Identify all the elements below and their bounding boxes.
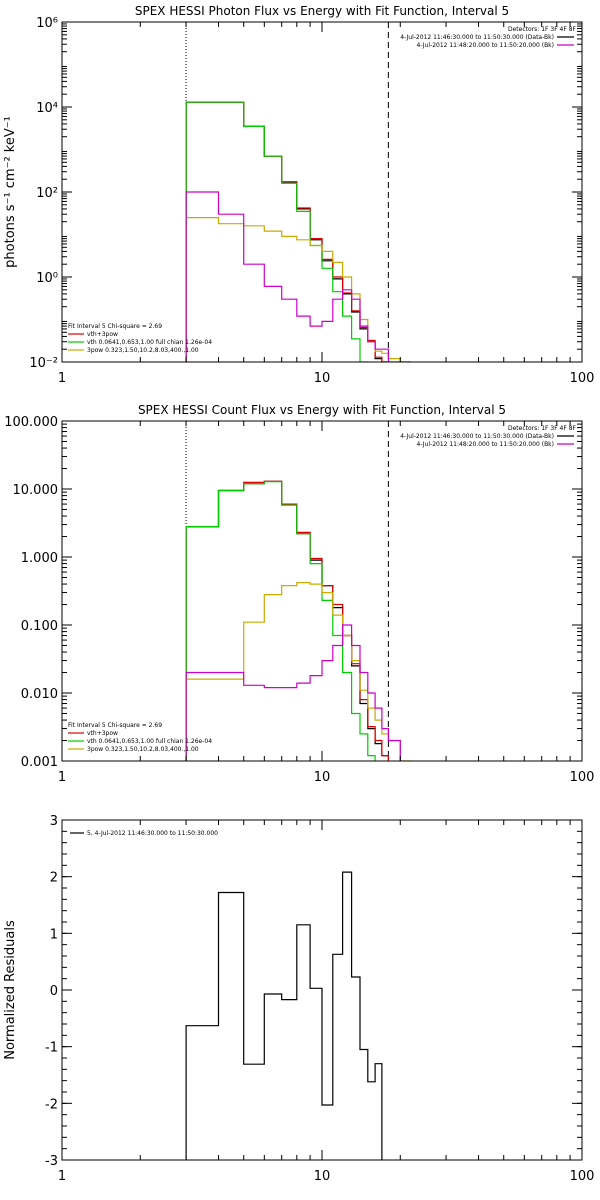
y-tick-label: 0.010 [21,687,58,702]
data-layer [185,871,383,1160]
legend-entry-label: 3pow 0.323,1.50,10.2,8.03,400.,1.00 [87,347,199,354]
y-tick-label: -1 [45,1041,58,1056]
y-tick-label: 0.100 [21,619,58,634]
y-tick-label: 10⁻² [29,356,58,371]
x-tick-label: 10 [314,770,331,785]
x-tick-label: 100 [570,371,595,386]
y-tick-label: 10² [36,186,58,201]
y-tick-label: 0.001 [21,755,58,770]
legend-entry-label: 5, 4-Jul-2012 11:46:30.000 to 11:50:30.0… [87,830,218,837]
legend-entry-label: vth 0.0641,0.653,1.00 full chian 1.26e-0… [87,339,212,346]
y-tick-label: 10⁴ [36,101,58,116]
x-tick-label: 10 [314,371,331,386]
legend-entry-label: 4-Jul-2012 11:46:30.000 to 11:50:30.000 … [400,34,554,41]
y-tick-label: 100.000 [4,415,58,430]
series-3-line [185,217,411,362]
legend-entry-label: 4-Jul-2012 11:46:30.000 to 11:50:30.000 … [400,433,554,440]
series-0-line [185,101,389,362]
y-tick-label: 3 [50,814,58,829]
data-layer [185,22,411,362]
legend-header: Detectors: 1F 3F 4F 8F [508,26,577,33]
y-tick-label: -2 [45,1097,58,1112]
photon-flux-panel: SPEX HESSI Photon Flux vs Energy with Fi… [3,4,594,386]
plot-frame [61,21,583,363]
x-tick-label: 1 [58,770,66,785]
legend-entry-label: vth+3pow [87,331,118,338]
x-tick-label: 1 [58,371,66,386]
y-tick-label: 2 [50,871,58,886]
series-0-line [185,480,389,761]
count-flux-panel: SPEX HESSI Count Flux vs Energy with Fit… [4,403,594,785]
chart-title: SPEX HESSI Count Flux vs Energy with Fit… [138,403,506,417]
series-2-line [185,481,376,761]
y-tick-label: -3 [45,1154,58,1169]
y-tick-label: 10⁰ [36,271,58,286]
y-axis-label: Normalized Residuals [3,920,18,1060]
series-2-line [185,101,368,362]
x-tick-label: 10 [314,1169,331,1184]
legend-header: Fit Interval 5 Chi-square = 2.69 [68,722,162,729]
series-1-line [185,480,389,761]
y-tick-label: 1 [50,927,58,942]
y-tick-label: 1.000 [21,551,58,566]
legend-entry-label: 4-Jul-2012 11:48:20.000 to 11:50:20.000 … [416,42,554,49]
legend-header: Detectors: 1F 3F 4F 8F [508,425,577,432]
residuals-panel: Normalized Residuals 1 10 100 -3 -2 -1 0 1 2 3 5, 4… [3,814,594,1184]
x-tick-label: 100 [570,1169,595,1184]
y-tick-label: 0 [50,984,58,999]
y-tick-label: 10⁶ [36,16,58,31]
x-tick-label: 100 [570,770,595,785]
legend-entry-label: 3pow 0.323,1.50,10.2,8.03,400.,1.00 [87,746,199,753]
series-4-line [185,191,411,362]
series-0-line [185,871,383,1160]
y-tick-label: 10.000 [13,483,59,498]
series-4-line [185,624,401,761]
legend-header: Fit Interval 5 Chi-square = 2.69 [68,323,162,330]
y-axis-label: photons s⁻¹ cm⁻² keV⁻¹ [3,116,18,268]
legend-entry-label: vth+3pow [87,730,118,737]
legend-entry-label: vth 0.0641,0.653,1.00 full chian 1.26e-0… [87,738,212,745]
series-3-line [185,582,411,761]
data-layer [185,421,411,761]
x-tick-label: 1 [58,1169,66,1184]
legend-entry-label: 4-Jul-2012 11:48:20.000 to 11:50:20.000 … [416,441,554,448]
chart-title: SPEX HESSI Photon Flux vs Energy with Fi… [135,4,509,18]
series-1-line [185,101,389,362]
